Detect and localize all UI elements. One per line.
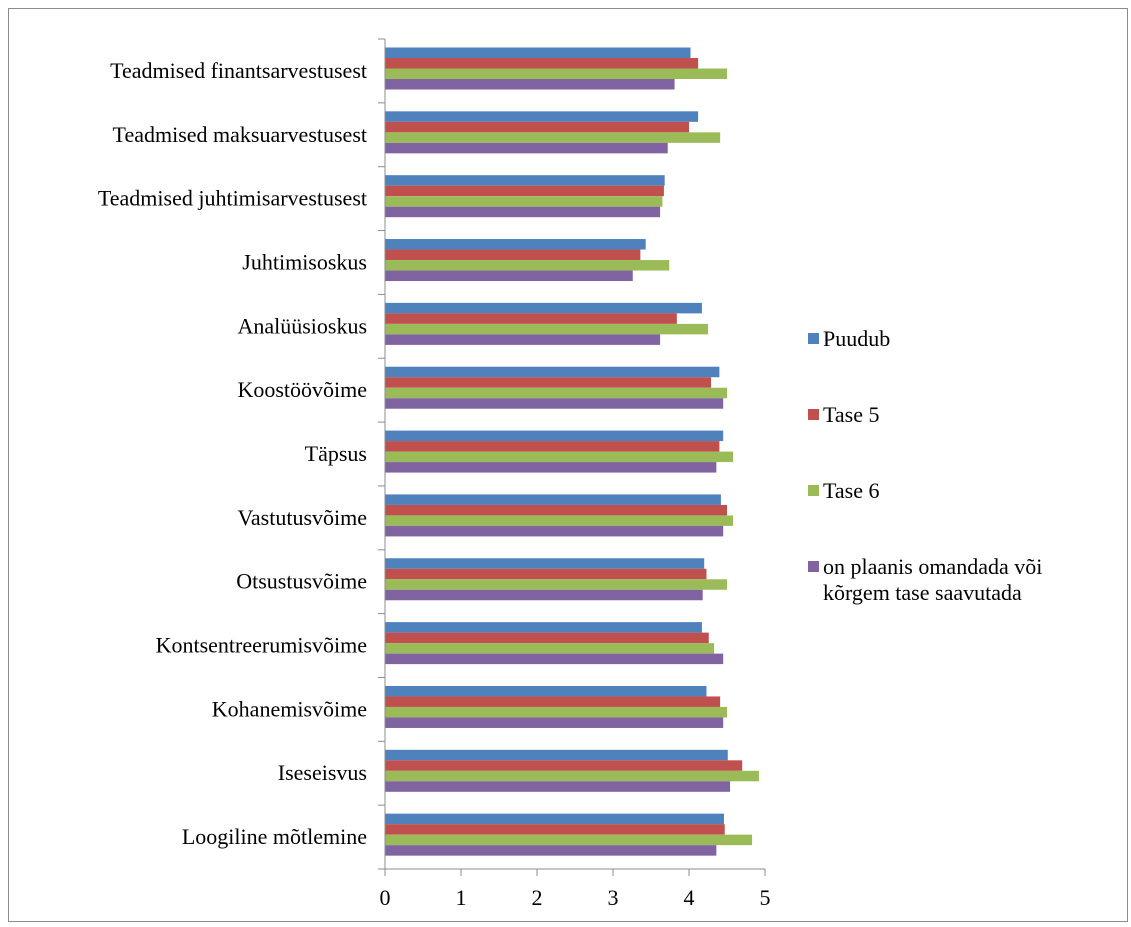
bar-chart: Teadmised finantsarvestusest Teadmised ma… bbox=[98, 38, 1042, 910]
bar-on-plaanis-omandada-voi--otsustusvoime bbox=[385, 589, 703, 601]
bar-on-plaanis-omandada-voi--tapsus bbox=[385, 462, 717, 473]
x-tick-label-2: 2 bbox=[532, 885, 543, 910]
bar-puudub-iseseisvus bbox=[385, 749, 728, 761]
bar-tase-5-analuusioskus bbox=[385, 313, 677, 324]
category-label-vastutusvoime: Vastutusvõime bbox=[237, 505, 367, 530]
bar-puudub-kohanemisvoime bbox=[385, 685, 707, 697]
bar-on-plaanis-omandada-voi--analuusioskus bbox=[385, 334, 661, 345]
bar-tase-5-teadmised-juhtimisarvestusest bbox=[385, 185, 664, 197]
category-label-analuusioskus: Analüüsioskus bbox=[237, 313, 367, 338]
legend-swatch-tase-5 bbox=[808, 409, 819, 420]
category-label-kontsentreerumisvoime: Kontsentreerumisvõime bbox=[156, 633, 367, 658]
bar-tase-5-iseseisvus bbox=[385, 760, 743, 771]
category-label-teadmised-maksuarvestusest: Teadmised maksuarvestusest bbox=[113, 122, 367, 147]
bar-on-plaanis-omandada-voi--koostoovoime bbox=[385, 398, 724, 409]
bar-tase-5-kontsentreerumisvoime bbox=[385, 632, 709, 644]
bar-puudub-analuusioskus bbox=[385, 302, 702, 314]
bar-tase-6-kontsentreerumisvoime bbox=[385, 643, 715, 654]
bar-on-plaanis-omandada-voi--iseseisvus bbox=[385, 781, 731, 792]
bar-tase-6-juhtimisoskus bbox=[385, 260, 670, 271]
category-label-kohanemisvoime: Kohanemisvõime bbox=[212, 696, 367, 721]
category-label-teadmised-finantsarvestusest: Teadmised finantsarvestusest bbox=[110, 58, 367, 83]
bar-tase-5-kohanemisvoime bbox=[385, 696, 721, 707]
bar-tase-5-teadmised-finantsarvestusest bbox=[385, 58, 699, 69]
bar-tase-5-teadmised-maksuarvestusest bbox=[385, 121, 689, 133]
bar-puudub-vastutusvoime bbox=[385, 494, 721, 505]
bar-puudub-tapsus bbox=[385, 430, 724, 442]
x-tick-label-0: 0 bbox=[380, 885, 391, 910]
legend-label-on-plaanis-omandada-voi-: kõrgem tase saavutada bbox=[823, 580, 1022, 605]
bar-tase-6-teadmised-juhtimisarvestusest bbox=[385, 196, 663, 207]
bar-puudub-teadmised-finantsarvestusest bbox=[385, 47, 691, 58]
bar-on-plaanis-omandada-voi--teadmised-finantsarvestusest bbox=[385, 79, 675, 90]
bar-tase-6-vastutusvoime bbox=[385, 515, 734, 526]
legend-swatch-puudub bbox=[808, 333, 819, 344]
bar-tase-6-otsustusvoime bbox=[385, 579, 727, 590]
x-tick-label-1: 1 bbox=[456, 885, 467, 910]
legend-swatch-on-plaanis-omandada-voi- bbox=[808, 561, 819, 572]
bar-tase-6-koostoovoime bbox=[385, 387, 727, 399]
category-label-teadmised-juhtimisarvestusest: Teadmised juhtimisarvestusest bbox=[98, 186, 367, 211]
bar-tase-6-analuusioskus bbox=[385, 323, 708, 335]
bar-puudub-otsustusvoime bbox=[385, 558, 705, 569]
bar-tase-5-koostoovoime bbox=[385, 377, 712, 388]
legend-label-puudub: Puudub bbox=[823, 326, 890, 351]
legend-label-tase-6: Tase 6 bbox=[823, 478, 880, 503]
bar-puudub-koostoovoime bbox=[385, 366, 720, 378]
bar-puudub-kontsentreerumisvoime bbox=[385, 622, 702, 633]
legend-label-tase-5: Tase 5 bbox=[823, 402, 880, 427]
bar-tase-6-loogiline-motlemine bbox=[385, 834, 753, 846]
x-tick-label-3: 3 bbox=[608, 885, 619, 910]
bar-tase-6-teadmised-finantsarvestusest bbox=[385, 68, 727, 79]
x-tick-label-4: 4 bbox=[684, 885, 695, 910]
bar-on-plaanis-omandada-voi--juhtimisoskus bbox=[385, 270, 633, 282]
bar-tase-5-tapsus bbox=[385, 441, 720, 452]
bar-tase-6-teadmised-maksuarvestusest bbox=[385, 132, 721, 143]
bar-puudub-juhtimisoskus bbox=[385, 239, 646, 250]
legend-swatch-tase-6 bbox=[808, 485, 819, 496]
bar-on-plaanis-omandada-voi--teadmised-maksuarvestusest bbox=[385, 142, 668, 154]
bar-tase-6-kohanemisvoime bbox=[385, 706, 727, 718]
category-label-tapsus: Täpsus bbox=[305, 441, 367, 466]
bar-puudub-loogiline-motlemine bbox=[385, 813, 724, 825]
bar-tase-5-juhtimisoskus bbox=[385, 249, 641, 261]
legend-label-on-plaanis-omandada-voi-: on plaanis omandada või bbox=[823, 554, 1042, 579]
x-tick-label-5: 5 bbox=[760, 885, 771, 910]
bar-on-plaanis-omandada-voi--loogiline-motlemine bbox=[385, 845, 717, 856]
category-label-koostoovoime: Koostöövõime bbox=[237, 377, 367, 402]
category-label-iseseisvus: Iseseisvus bbox=[278, 760, 367, 785]
bar-tase-5-otsustusvoime bbox=[385, 568, 707, 580]
bar-tase-5-vastutusvoime bbox=[385, 504, 727, 516]
chart-frame: Teadmised finantsarvestusest Teadmised ma… bbox=[8, 8, 1128, 922]
bar-on-plaanis-omandada-voi--kontsentreerumisvoime bbox=[385, 653, 724, 665]
bar-tase-6-iseseisvus bbox=[385, 770, 759, 782]
category-label-loogiline-motlemine: Loogiline mõtlemine bbox=[182, 824, 367, 849]
bar-puudub-teadmised-juhtimisarvestusest bbox=[385, 175, 665, 186]
bar-puudub-teadmised-maksuarvestusest bbox=[385, 111, 699, 122]
bar-tase-5-loogiline-motlemine bbox=[385, 824, 725, 835]
category-label-juhtimisoskus: Juhtimisoskus bbox=[242, 249, 367, 274]
bar-on-plaanis-omandada-voi--teadmised-juhtimisarvestusest bbox=[385, 206, 661, 218]
bar-tase-6-tapsus bbox=[385, 451, 734, 463]
category-label-otsustusvoime: Otsustusvõime bbox=[236, 569, 367, 594]
bar-on-plaanis-omandada-voi--kohanemisvoime bbox=[385, 717, 724, 728]
bar-on-plaanis-omandada-voi--vastutusvoime bbox=[385, 525, 724, 537]
